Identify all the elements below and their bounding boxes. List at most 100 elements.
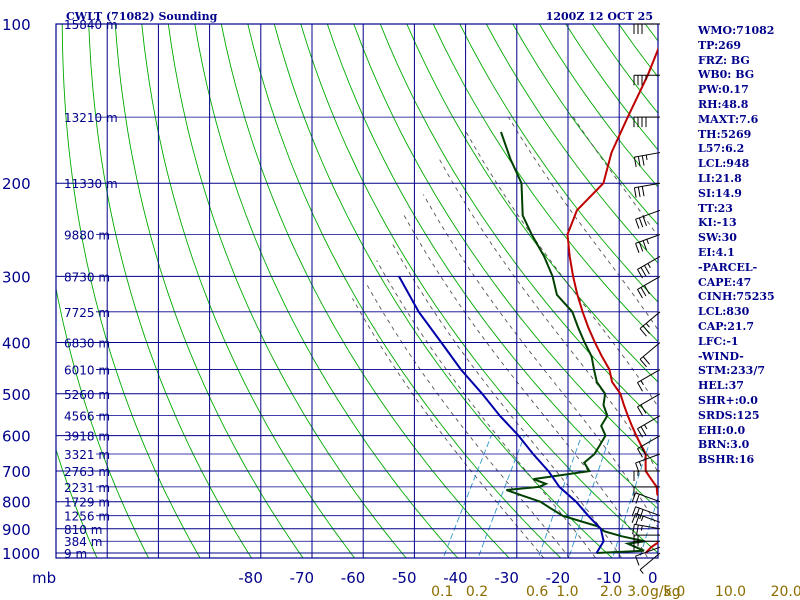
barb-flag [639, 358, 647, 368]
index-item: FRZ: BG [698, 53, 750, 67]
dry-adiabats [56, 24, 658, 558]
barb-flag [637, 406, 643, 416]
mixing-ratio-lines [442, 435, 658, 558]
wind-barb [633, 486, 660, 497]
pressure-tick-label: 1000 [2, 545, 40, 563]
barb-half-flag [638, 461, 642, 467]
wind-barb [633, 152, 661, 168]
index-item: WB0: BG [698, 68, 755, 82]
dry-adiabat [167, 24, 407, 558]
dry-adiabat [220, 24, 510, 558]
moist-adiabat [403, 215, 649, 558]
temp-tick-label: -20 [546, 569, 571, 587]
temp-tick-label: -60 [341, 569, 366, 587]
barb-staff [637, 255, 661, 270]
wind-barb [639, 552, 661, 574]
barb-flag [637, 156, 641, 167]
wind-barb [637, 369, 661, 392]
barb-flag [640, 404, 647, 414]
barb-flag [637, 289, 643, 299]
height-label: 2763 m [64, 465, 110, 479]
index-item: KI:-13 [698, 216, 737, 230]
dry-adiabat [61, 24, 201, 558]
barb-flag [642, 356, 650, 365]
pressure-unit-label: mb [32, 569, 56, 587]
barb-flag [640, 446, 647, 456]
mixing-ratio-label: 1.0 [556, 584, 578, 600]
wind-barb [632, 523, 661, 535]
barb-flag [637, 186, 641, 198]
wind-barb [637, 393, 661, 416]
barb-flag [633, 187, 637, 198]
barb-flag [635, 555, 640, 566]
barb-half-flag [640, 380, 644, 386]
mixing-ratio-label: 5.0 [663, 584, 685, 600]
height-label: 2231 m [64, 481, 110, 495]
index-item: LCL:948 [698, 157, 750, 171]
barb-half-flag [645, 323, 650, 328]
index-item: CAPE:47 [698, 275, 752, 289]
mixing-ratio-label: 10.0 [715, 584, 746, 600]
height-label: 13210 m [64, 111, 118, 125]
wind-barb [633, 74, 660, 86]
index-item: L57:6.2 [698, 142, 745, 156]
barb-flag [640, 287, 647, 297]
wind-barb [633, 116, 660, 128]
height-label: 4566 m [64, 410, 110, 424]
barb-staff [637, 369, 661, 383]
barb-staff [635, 506, 661, 517]
mixing-ratio-label: 0.6 [526, 584, 548, 600]
mixing-ratio-label: 0.2 [466, 584, 488, 600]
index-item: LCL:830 [698, 305, 750, 319]
mixing-ratio-label: 2.0 [600, 584, 622, 600]
wind-barb [637, 275, 661, 299]
mixing-ratio-line [568, 435, 611, 558]
temp-tick-label: -10 [597, 569, 622, 587]
index-item: SHR+:0.0 [698, 393, 758, 407]
moist-adiabat [352, 298, 545, 558]
moist-adiabat [366, 283, 571, 558]
barb-flag [640, 426, 647, 436]
barb-flag [639, 509, 644, 520]
barb-staff [635, 546, 661, 557]
data-series [398, 46, 658, 554]
wind-barb [631, 492, 661, 504]
index-item: SI:14.9 [698, 186, 742, 200]
barb-staff [637, 275, 661, 290]
grid [55, 23, 659, 559]
mixing-ratio-label: 3.0 [627, 584, 649, 600]
barb-half-flag [647, 263, 651, 268]
barb-flag [635, 507, 640, 518]
mixing-ratio-line [611, 435, 653, 558]
wind-barb [635, 546, 661, 566]
index-item: WMO:71082 [698, 24, 775, 37]
dry-adiabat [194, 24, 459, 558]
barb-staff [637, 435, 661, 450]
barb-flag [632, 524, 635, 535]
index-item: LI:21.8 [698, 171, 742, 185]
barb-flag [631, 513, 637, 523]
dry-adiabat [300, 24, 658, 554]
index-item: BRN:3.0 [698, 438, 750, 452]
index-item: -PARCEL- [698, 260, 758, 274]
pressure-tick-label: 400 [2, 334, 31, 352]
barb-flag [642, 240, 647, 251]
index-item: TP:269 [698, 38, 742, 52]
pressure-tick-label: 100 [2, 16, 31, 34]
mixing-ratio-line [537, 435, 583, 558]
barb-flag [642, 216, 647, 227]
mixing-ratio-label: 0.1 [431, 584, 453, 600]
barb-flag [637, 448, 643, 458]
barb-half-flag [645, 154, 648, 161]
barb-staff [635, 492, 661, 503]
index-item: PW:0.17 [698, 83, 749, 97]
index-item: BSHR:16 [698, 453, 755, 467]
wind-barb [633, 182, 661, 198]
index-item: CAP:21.7 [698, 319, 755, 333]
moist-adiabat [391, 243, 623, 558]
dry-adiabat [141, 24, 356, 558]
barb-flag [635, 494, 640, 504]
height-label: 1256 m [64, 510, 110, 524]
wind-barb [639, 342, 661, 368]
